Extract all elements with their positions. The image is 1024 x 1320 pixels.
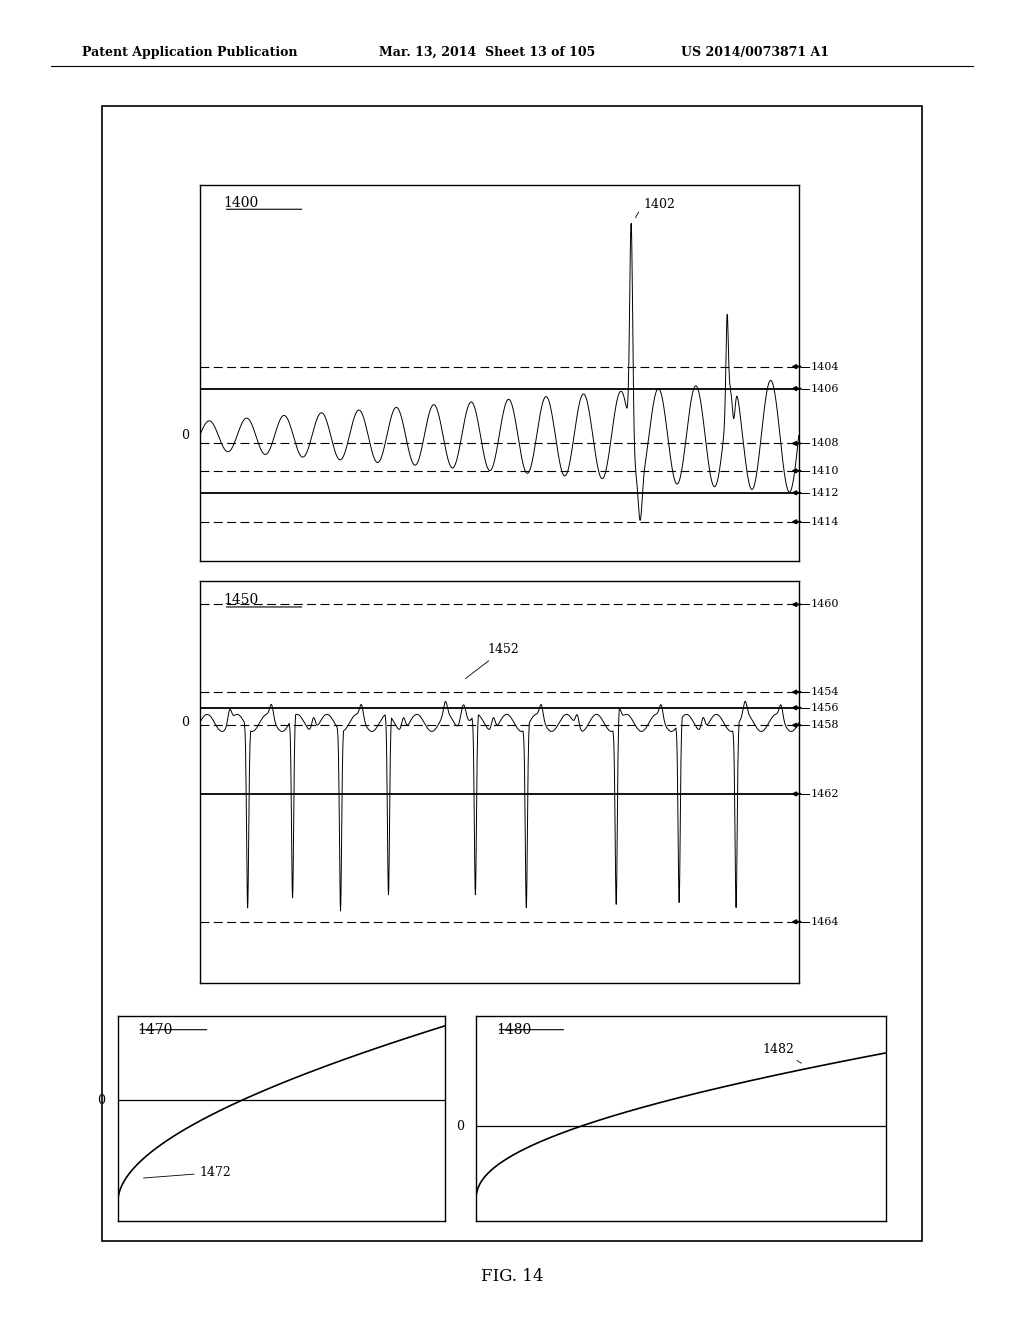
Text: 1472: 1472 [143, 1166, 231, 1179]
Text: 1460: 1460 [811, 599, 840, 610]
Text: 1452: 1452 [466, 643, 519, 678]
Text: 1480: 1480 [497, 1023, 531, 1036]
Text: US 2014/0073871 A1: US 2014/0073871 A1 [681, 46, 829, 59]
Text: 0: 0 [181, 429, 188, 442]
Text: 1456: 1456 [811, 702, 840, 713]
Text: 1450: 1450 [223, 593, 259, 607]
Text: 1470: 1470 [137, 1023, 173, 1036]
Text: 1458: 1458 [811, 721, 840, 730]
Text: 1414: 1414 [811, 517, 840, 527]
Text: 1482: 1482 [763, 1043, 802, 1063]
Text: 1454: 1454 [811, 688, 840, 697]
Text: Mar. 13, 2014  Sheet 13 of 105: Mar. 13, 2014 Sheet 13 of 105 [379, 46, 595, 59]
Text: 1406: 1406 [811, 384, 840, 393]
Text: 1462: 1462 [811, 789, 840, 799]
Text: 1408: 1408 [811, 438, 840, 449]
Text: 1410: 1410 [811, 466, 840, 477]
Text: 1402: 1402 [636, 198, 675, 218]
Text: Patent Application Publication: Patent Application Publication [82, 46, 297, 59]
Text: 0: 0 [181, 717, 188, 730]
Text: 1464: 1464 [811, 917, 840, 927]
Text: 1412: 1412 [811, 488, 840, 498]
Text: 1404: 1404 [811, 362, 840, 372]
Text: 0: 0 [456, 1119, 464, 1133]
Text: FIG. 14: FIG. 14 [480, 1269, 544, 1284]
Text: 1400: 1400 [223, 197, 259, 210]
Text: 0: 0 [96, 1093, 104, 1106]
